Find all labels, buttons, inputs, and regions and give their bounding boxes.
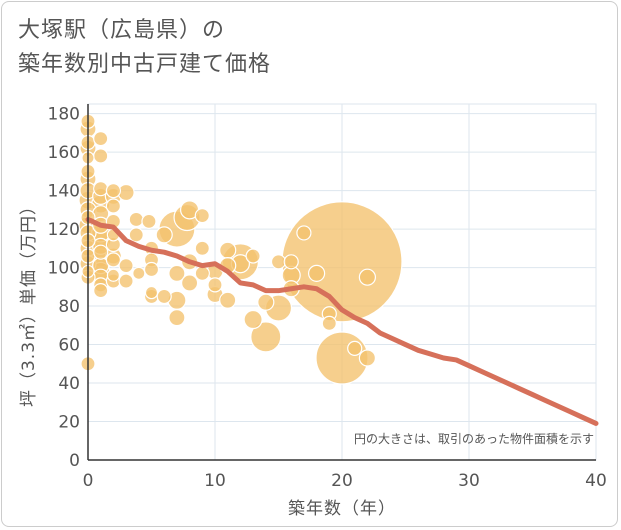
bubble-point: [141, 213, 157, 229]
y-tick-label: 100: [48, 259, 80, 279]
bubble-point: [93, 181, 109, 197]
y-axis-title: 坪（3.3㎡）単価（万円）: [19, 197, 39, 407]
bubble-point: [257, 293, 275, 311]
chart-title-line2: 築年数別中古戸建て価格: [18, 52, 272, 77]
bubble-point: [93, 244, 109, 260]
y-tick-label: 40: [58, 374, 80, 394]
axes: [87, 104, 596, 461]
y-tick-label: 140: [48, 182, 80, 202]
y-tick-label: 80: [58, 297, 80, 317]
bubble-point: [118, 273, 134, 289]
bubble-point: [283, 254, 299, 270]
bubble-point: [347, 340, 363, 356]
bubble-point: [308, 264, 326, 282]
average-line: [85, 216, 599, 426]
bubble-point: [194, 265, 210, 281]
bubble-point: [207, 277, 223, 293]
bubble-point: [155, 226, 173, 244]
bubble-point: [321, 315, 337, 331]
average-line-series: [85, 216, 599, 426]
y-tick-label: 120: [48, 220, 80, 240]
bubble-point: [118, 258, 134, 274]
x-tick-label: 10: [204, 471, 226, 491]
x-tick-label: 20: [331, 471, 353, 491]
bubble-point: [358, 268, 376, 286]
bubble-point: [281, 201, 403, 323]
bubble-point: [243, 309, 263, 330]
bubble-point: [132, 266, 146, 280]
x-tick-label: 0: [83, 471, 94, 491]
bubble-point: [194, 240, 210, 256]
chart-title-line1: 大塚駅（広島県）の: [18, 18, 226, 43]
y-tick-label: 160: [48, 143, 80, 163]
bubble-point: [250, 321, 282, 353]
y-tick-label: 0: [69, 451, 80, 471]
x-axis-title: 築年数（年）: [288, 499, 396, 519]
bubble-point: [128, 211, 144, 228]
x-tick-label: 30: [458, 471, 480, 491]
bubble-point: [106, 268, 121, 282]
bubble-point: [105, 252, 122, 268]
bubble-point: [194, 208, 210, 224]
bubble-series: [78, 113, 403, 385]
bubble-point: [358, 349, 376, 367]
bubble-point: [296, 225, 312, 241]
bubble-point: [105, 198, 122, 214]
bubble-point: [93, 131, 109, 147]
bubble-point: [219, 241, 237, 259]
bubble-point: [156, 288, 172, 305]
bubble-point: [128, 227, 144, 243]
x-tick-label: 40: [585, 471, 607, 491]
y-tick-labels: 0 20 40 60 80 100 120 140 160 180: [48, 105, 80, 471]
bubble-point: [93, 283, 109, 299]
bubble-point: [168, 309, 186, 327]
bubble-point: [144, 285, 159, 300]
x-tick-labels: 0 10 20 30 40: [83, 471, 607, 491]
y-tick-label: 60: [58, 336, 80, 356]
chart-title: 大塚駅（広島県）の 築年数別中古戸建て価格: [18, 14, 271, 82]
bubble-point: [219, 291, 237, 309]
bubble-point: [168, 264, 186, 282]
bubble-point: [270, 254, 287, 270]
bubble-point: [105, 182, 122, 199]
bubble-point: [143, 261, 160, 278]
y-tick-label: 180: [48, 105, 80, 125]
bubble-size-note: 円の大きさは、取引のあった物件面積を示す: [354, 431, 594, 446]
bubble-point: [181, 274, 199, 292]
bubble-point: [93, 148, 109, 164]
bubble-point: [245, 248, 261, 264]
y-tick-label: 20: [58, 413, 80, 433]
